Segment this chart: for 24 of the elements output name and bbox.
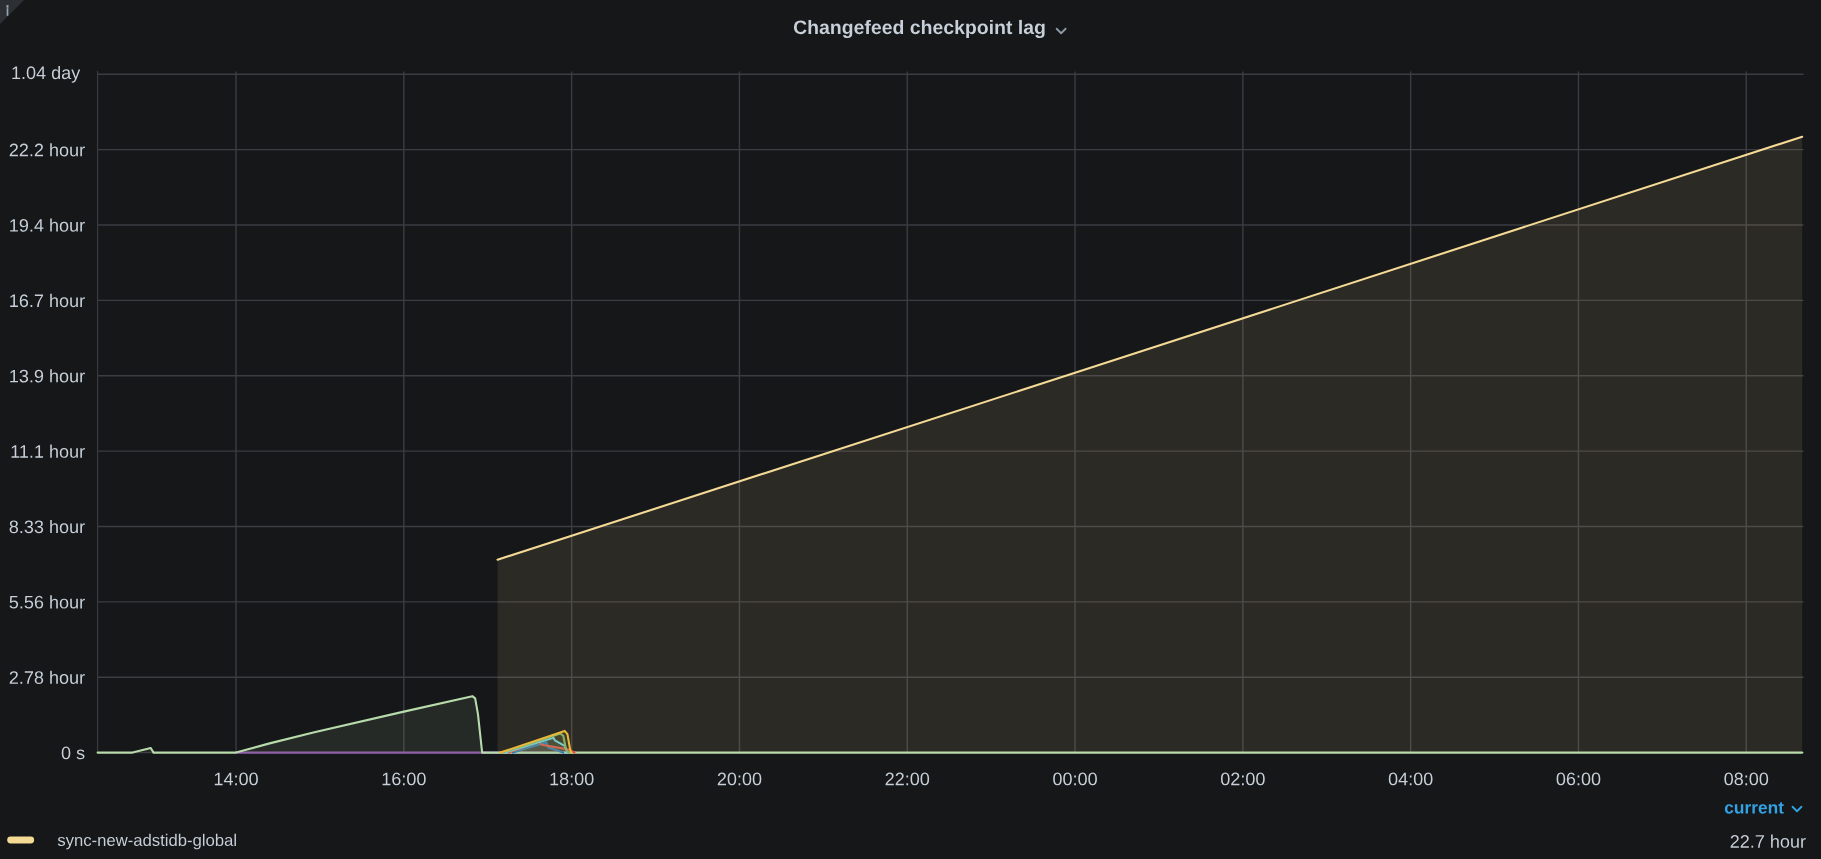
x-tick-label: 08:00 bbox=[1724, 772, 1769, 786]
y-tick-label: 22.2 hour bbox=[9, 143, 85, 157]
x-tick-label: 22:00 bbox=[885, 772, 930, 786]
x-tick-label: 16:00 bbox=[382, 772, 426, 786]
x-tick-label: 06:00 bbox=[1556, 772, 1601, 786]
y-tick-label: 16.7 hour bbox=[10, 293, 85, 308]
y-tick-label: 5.56 hour bbox=[9, 595, 85, 609]
x-tick-label: 04:00 bbox=[1388, 772, 1433, 786]
y-tick-label: 8.33 hour bbox=[9, 519, 85, 534]
y-tick-label: 19.4 hour bbox=[10, 218, 85, 232]
x-tick-label: 18:00 bbox=[550, 772, 594, 786]
x-tick-label: 02:00 bbox=[1220, 772, 1265, 786]
x-tick-label: 00:00 bbox=[1053, 772, 1097, 786]
y-tick-label: 0 s bbox=[61, 746, 85, 760]
text: current bbox=[1724, 802, 1784, 814]
ref-line-label: 1.04 day bbox=[12, 65, 81, 83]
legend-label: sync-new-adstidb-global bbox=[57, 833, 236, 850]
chart-title: Changefeed checkpoint lag bbox=[793, 19, 1045, 39]
y-tick-label: 11.1 hour bbox=[11, 444, 85, 458]
x-tick-label: 14:00 bbox=[214, 772, 258, 786]
y-tick-label: 2.78 hour bbox=[9, 670, 85, 684]
text: 22.7 hour bbox=[1730, 834, 1806, 848]
x-tick-label: 20:00 bbox=[717, 772, 762, 786]
y-tick-label: 13.9 hour bbox=[10, 369, 85, 383]
